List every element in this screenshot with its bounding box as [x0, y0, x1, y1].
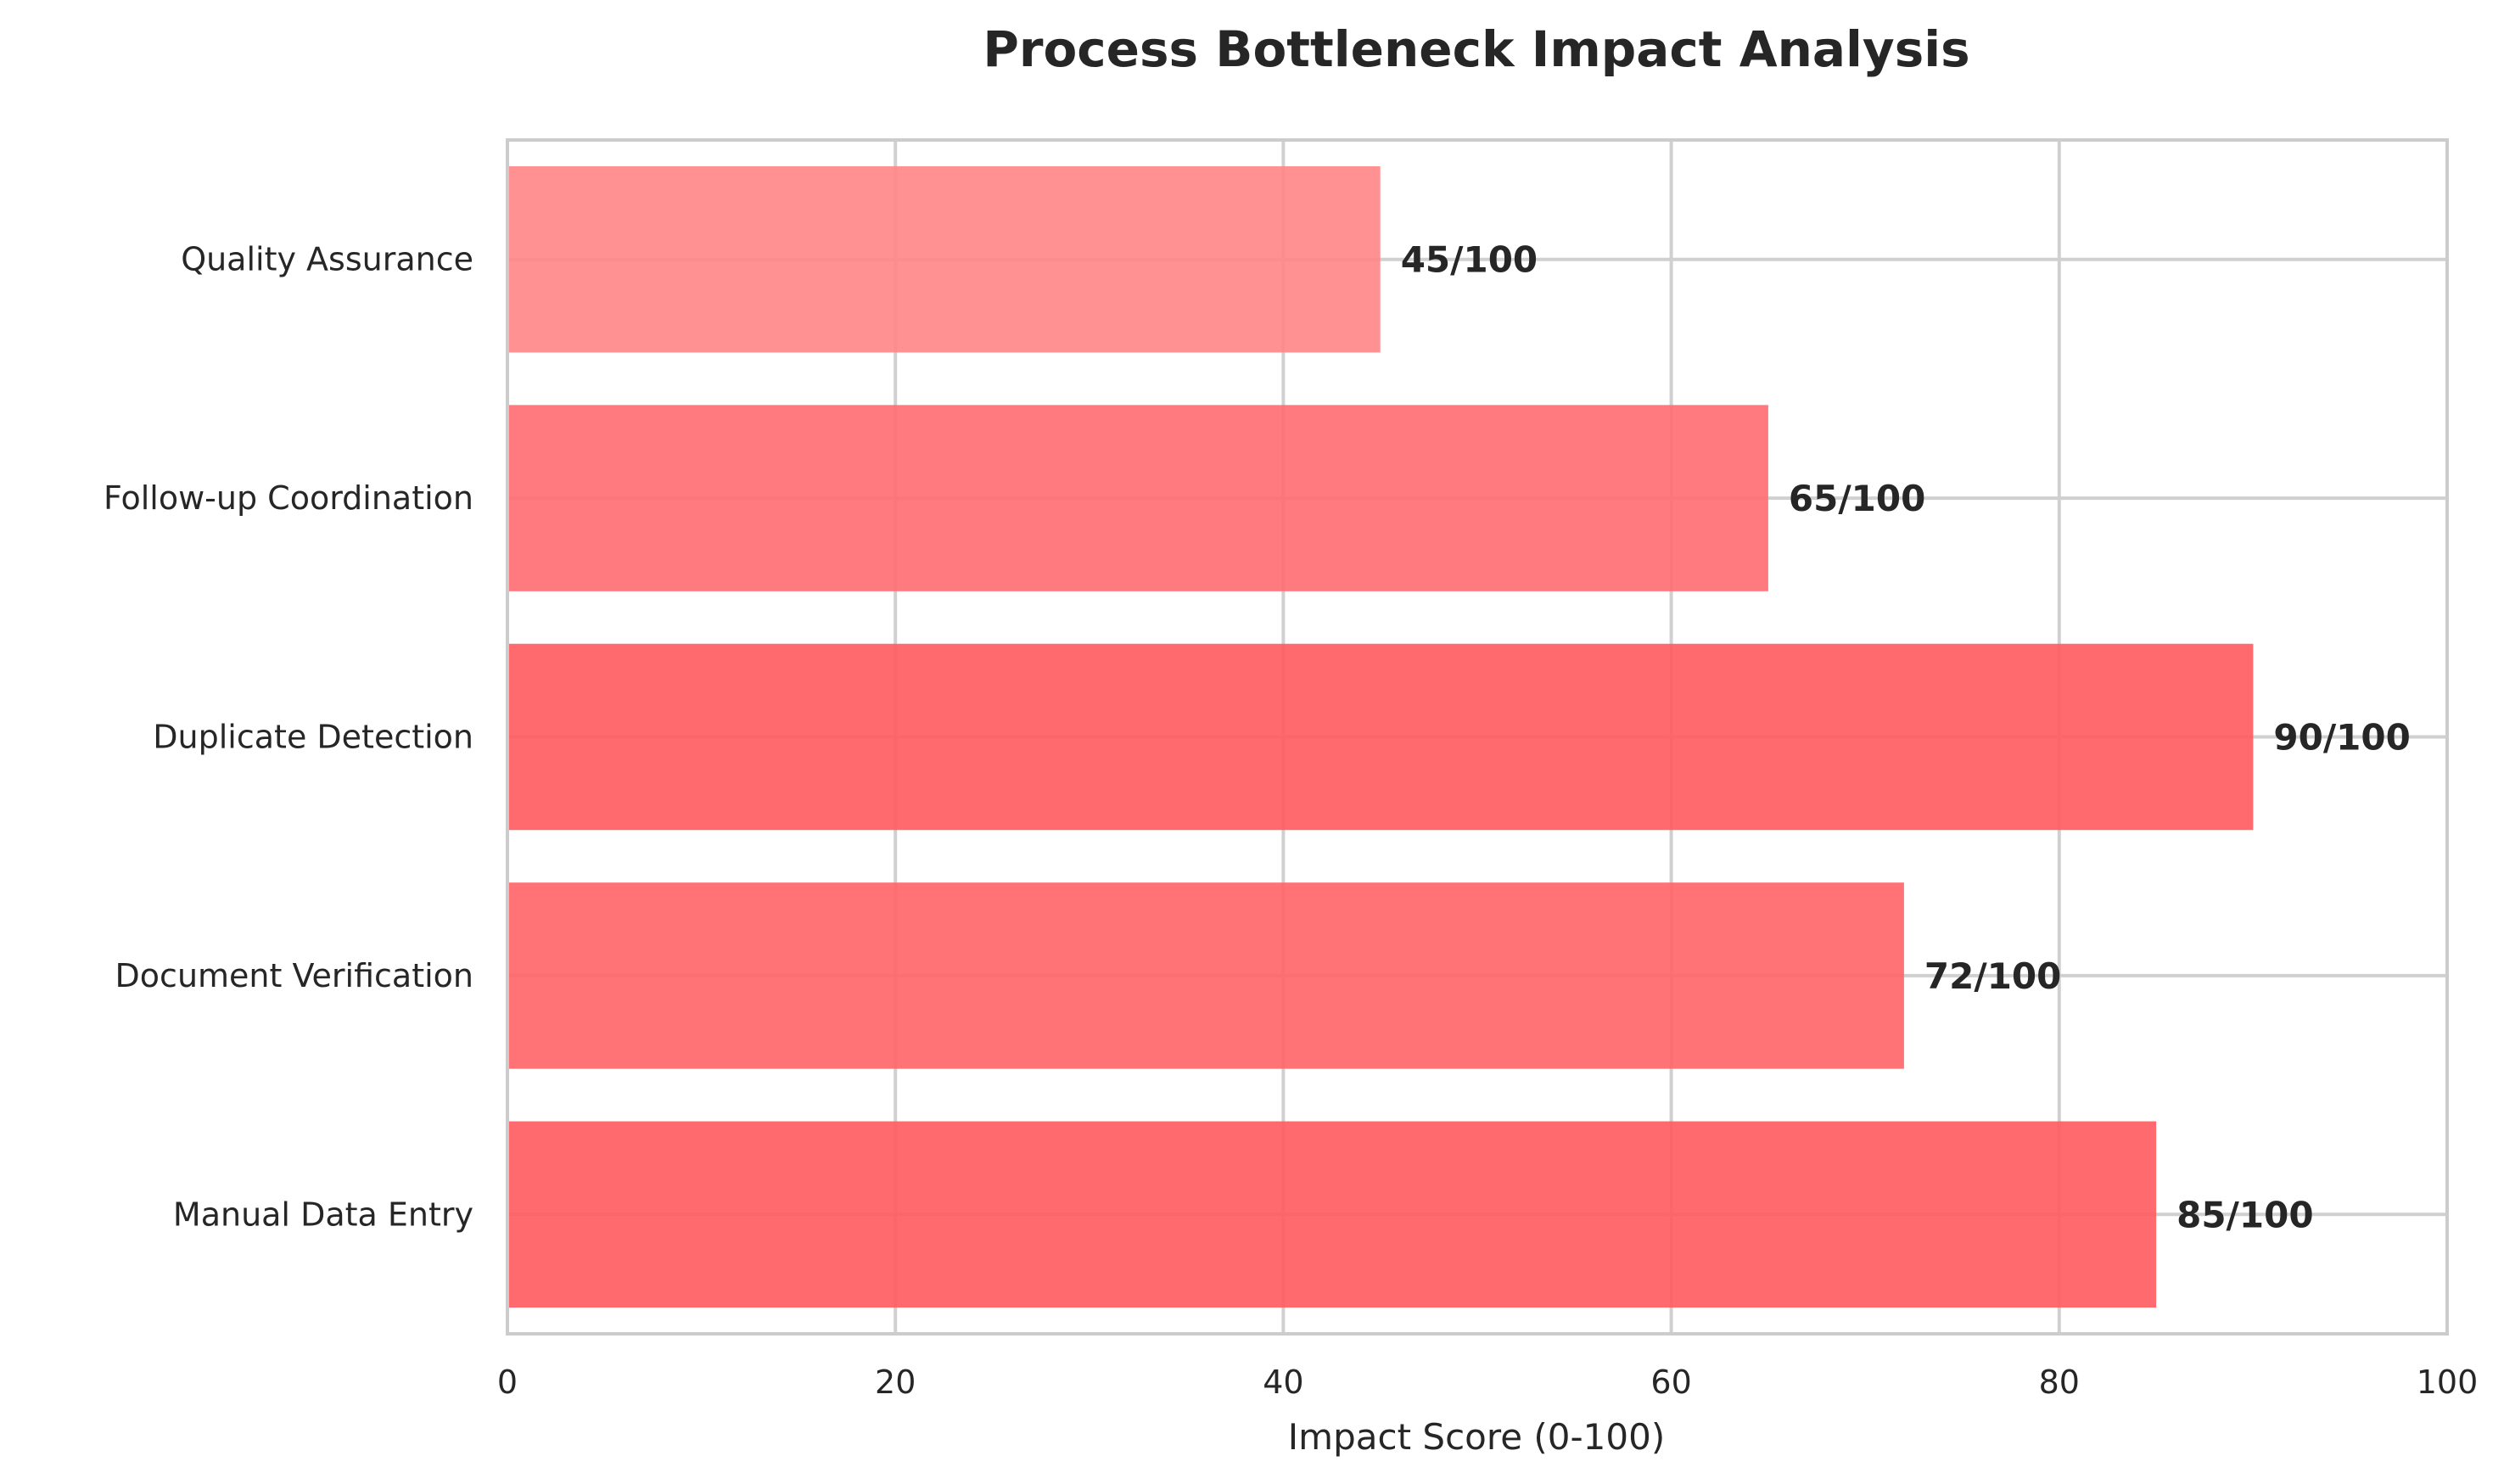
y-category-label: Document Verification [115, 957, 473, 994]
data-label: 65/100 [1789, 478, 1925, 519]
chart-title: Process Bottleneck Impact Analysis [983, 20, 1969, 78]
x-tick-label: 80 [2039, 1364, 2080, 1401]
data-label: 45/100 [1401, 239, 1538, 281]
x-tick-label: 40 [1263, 1364, 1303, 1401]
y-category-label: Duplicate Detection [153, 719, 473, 756]
y-category-label: Quality Assurance [181, 241, 473, 278]
x-tick-label: 20 [875, 1364, 916, 1401]
plot-frame [506, 138, 2449, 1336]
data-label: 85/100 [2176, 1194, 2313, 1235]
data-label: 90/100 [2273, 717, 2410, 759]
bar [507, 882, 1904, 1069]
bar [507, 1121, 2157, 1308]
bar [507, 405, 1768, 591]
bar [507, 165, 1381, 353]
x-axis-ticks: 0 20 40 60 80 100 [497, 1364, 2478, 1401]
y-category-label: Manual Data Entry [173, 1196, 473, 1233]
bars [507, 165, 2254, 1308]
x-tick-label: 60 [1650, 1364, 1691, 1401]
y-category-label: Follow-up Coordination [104, 479, 473, 517]
x-axis-title: Impact Score (0-100) [1288, 1416, 1665, 1458]
bar [507, 643, 2254, 831]
data-label: 72/100 [1924, 955, 2061, 997]
y-axis-categories: Manual Data Entry Document Verification Du… [104, 241, 473, 1234]
x-tick-label: 100 [2417, 1364, 2479, 1401]
data-labels: 85/100 72/100 90/100 65/100 45/100 [1401, 239, 2411, 1236]
x-tick-label: 0 [497, 1364, 518, 1401]
